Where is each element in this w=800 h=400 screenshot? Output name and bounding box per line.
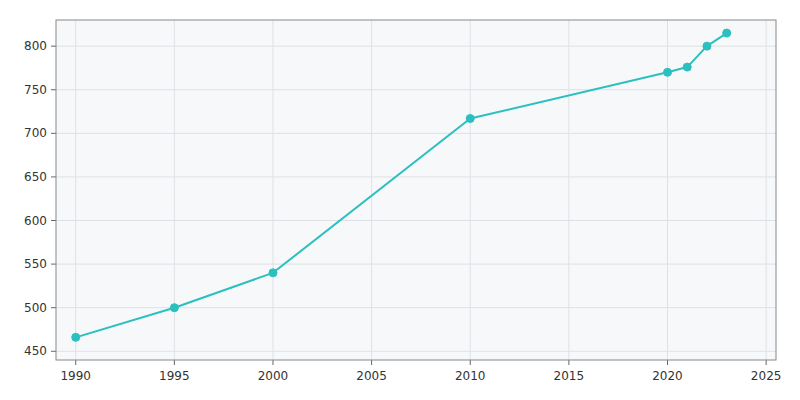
- y-tick: [51, 264, 56, 265]
- y-grid-line: [56, 133, 776, 134]
- point-marker: [269, 269, 277, 277]
- y-tick: [51, 46, 56, 47]
- y-tick-label: 700: [24, 126, 47, 140]
- x-grid-line: [272, 20, 273, 360]
- x-tick-label: 2010: [455, 369, 486, 383]
- plot-frame: [56, 20, 776, 360]
- y-grid-line: [56, 89, 776, 90]
- y-grid-line: [56, 264, 776, 265]
- x-tick-label: 2015: [554, 369, 585, 383]
- point-marker: [170, 304, 178, 312]
- y-tick: [51, 176, 56, 177]
- grid: [56, 20, 776, 360]
- y-tick: [51, 133, 56, 134]
- axes: 1990 1995 2000 2005 2010 2015 2020 2025 450 500 55…: [24, 39, 781, 383]
- point-marker: [466, 115, 474, 123]
- y-grid-line: [56, 307, 776, 308]
- y-tick-label: 550: [24, 257, 47, 271]
- x-tick: [272, 360, 273, 365]
- x-grid-line: [470, 20, 471, 360]
- point-marker: [683, 63, 691, 71]
- chart-container: 1990 1995 2000 2005 2010 2015 2020 2025 450 500 55…: [0, 0, 800, 400]
- x-tick-label: 2020: [652, 369, 683, 383]
- y-tick-label: 750: [24, 83, 47, 97]
- x-grid-line: [766, 20, 767, 360]
- x-tick-label: 2005: [356, 369, 387, 383]
- x-tick: [371, 360, 372, 365]
- y-grid-line: [56, 46, 776, 47]
- x-tick-label: 1990: [60, 369, 91, 383]
- x-grid-line: [568, 20, 569, 360]
- y-tick: [51, 220, 56, 221]
- x-grid-line: [371, 20, 372, 360]
- x-tick: [174, 360, 175, 365]
- y-tick-label: 600: [24, 214, 47, 228]
- y-tick-label: 500: [24, 301, 47, 315]
- y-grid-line: [56, 220, 776, 221]
- x-tick-label: 2000: [258, 369, 289, 383]
- x-tick: [568, 360, 569, 365]
- y-tick: [51, 351, 56, 352]
- chart-svg: 1990 1995 2000 2005 2010 2015 2020 2025 450 500 55…: [0, 0, 800, 400]
- x-tick: [766, 360, 767, 365]
- y-tick-label: 800: [24, 39, 47, 53]
- series: [72, 29, 731, 341]
- x-tick: [667, 360, 668, 365]
- series-line: [76, 33, 727, 337]
- point-marker: [72, 333, 80, 341]
- y-grid-line: [56, 351, 776, 352]
- y-tick: [51, 307, 56, 308]
- page: {"chart_data": {"type": "line", "x": [19…: [0, 0, 800, 400]
- point-marker: [703, 42, 711, 50]
- x-tick-label: 1995: [159, 369, 190, 383]
- point-marker: [723, 29, 731, 37]
- x-tick-label: 2025: [751, 369, 782, 383]
- y-grid-line: [56, 176, 776, 177]
- point-marker: [664, 68, 672, 76]
- plot-background: [56, 20, 776, 360]
- y-tick: [51, 89, 56, 90]
- x-tick: [75, 360, 76, 365]
- y-tick-label: 650: [24, 170, 47, 184]
- y-tick-label: 450: [24, 344, 47, 358]
- x-tick: [470, 360, 471, 365]
- x-grid-line: [75, 20, 76, 360]
